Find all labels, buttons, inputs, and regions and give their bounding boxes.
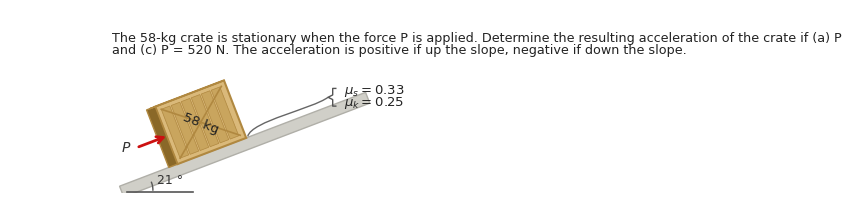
Text: 58 kg: 58 kg — [181, 111, 220, 136]
Text: and (c) P = 520 N. The acceleration is positive if up the slope, negative if dow: and (c) P = 520 N. The acceleration is p… — [111, 44, 686, 57]
Polygon shape — [171, 102, 198, 154]
Polygon shape — [120, 92, 370, 197]
Polygon shape — [161, 106, 188, 158]
Text: 21 °: 21 ° — [157, 174, 182, 187]
Text: $\mu_k = 0.25$: $\mu_k = 0.25$ — [344, 95, 403, 111]
Polygon shape — [155, 81, 246, 164]
Polygon shape — [181, 98, 208, 151]
Polygon shape — [201, 91, 229, 143]
Polygon shape — [211, 87, 239, 139]
Polygon shape — [149, 81, 224, 109]
Polygon shape — [146, 107, 177, 168]
Text: P: P — [122, 141, 130, 155]
Text: The 58-kg crate is stationary when the force P is applied. Determine the resulti: The 58-kg crate is stationary when the f… — [111, 32, 844, 45]
Text: $\mu_s = 0.33$: $\mu_s = 0.33$ — [344, 84, 403, 99]
Polygon shape — [191, 95, 219, 147]
